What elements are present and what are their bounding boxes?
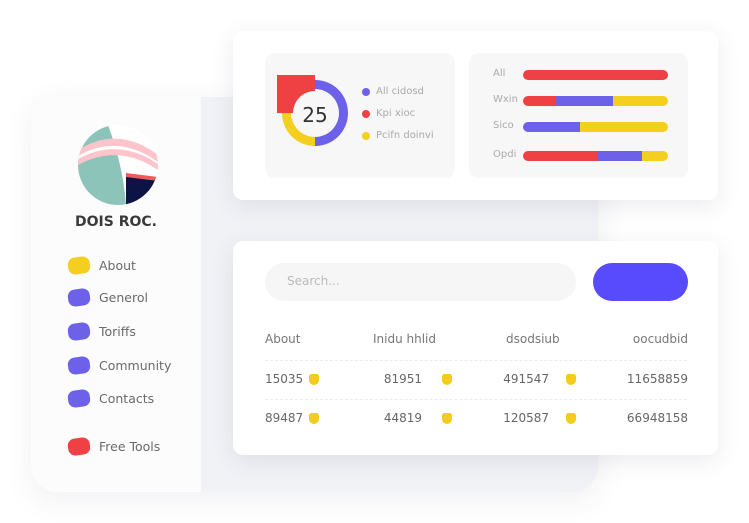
legend-dot-icon [362,131,370,140]
table-cell: 15035 [265,372,304,386]
bar-label: Wxin [493,94,518,105]
avatar [78,125,158,205]
legend-label: Pcifn doinvi [376,130,434,141]
donut-slice [315,80,348,146]
legend-label: Kpi xioc [376,108,416,119]
blob-icon [66,355,92,376]
bar-segment [523,70,668,80]
shield-icon [442,413,452,424]
bar-segment [579,122,668,132]
sidebar: DOIS ROC. About Generol Toriffs Community Co… [31,97,201,492]
stacked-bar [523,70,668,80]
table-cell: 491547 [503,372,549,386]
sidebar-item-label: Free Tools [99,439,161,454]
sidebar-item-community[interactable]: Community [66,355,172,376]
donut-chart [277,75,348,146]
sidebar-item-toriffs[interactable]: Toriffs [66,321,136,342]
shield-icon [309,413,319,424]
legend-item: Pcifn doinvi [362,130,434,141]
column-header[interactable]: About [265,332,301,346]
column-header[interactable]: oocudbid [632,332,688,346]
blob-icon [66,388,92,409]
table-cell: 66948158 [626,411,688,425]
table-cell: 44819 [383,411,422,425]
sidebar-item-contacts[interactable]: Contacts [66,388,155,409]
bar-label: Opdi [493,149,517,160]
blob-icon [66,287,92,308]
bar-label: Sico [493,120,514,131]
bar-segment [556,96,613,106]
stats-card: 25 All cidosd Kpi xioc Pcifn doinvi All Wxi… [233,31,718,200]
bar-segment [523,151,599,161]
table-cell: 89487 [265,411,304,425]
brand-name: DOIS ROC. [75,214,157,230]
sidebar-item-label: Community [99,358,172,373]
bar-segment [523,96,557,106]
table-cell: 81951 [383,372,422,386]
stacked-bar [523,96,668,106]
bar-segment [641,151,668,161]
table-card: Search... About Inidu hhlid dsodsiub oocudb… [233,241,718,455]
action-button[interactable] [593,263,688,301]
legend-item: All cidosd [362,86,424,97]
legend-label: All cidosd [376,86,424,97]
sidebar-item-label: Contacts [99,391,155,406]
legend-dot-icon [362,109,370,118]
row-divider [265,360,687,361]
donut-panel: 25 All cidosd Kpi xioc Pcifn doinvi [265,53,455,178]
stacked-bar [523,122,668,132]
legend-dot-icon [362,87,370,96]
bar-segment [523,122,580,132]
sidebar-item-generol[interactable]: Generol [66,287,148,308]
column-header[interactable]: Inidu hhlid [373,332,437,346]
blob-icon [66,321,92,342]
shield-icon [442,374,452,385]
shield-icon [566,413,576,424]
sidebar-item-about[interactable]: About [66,255,136,276]
donut-slice [282,113,315,146]
sidebar-item-free-tools[interactable]: Free Tools [66,436,161,457]
bar-label: All [493,68,506,79]
stacked-bar [523,151,668,161]
sidebar-item-label: About [99,258,136,273]
blob-icon [66,255,92,276]
bar-segment [612,96,668,106]
sidebar-item-label: Toriffs [99,324,136,339]
column-header[interactable]: dsodsiub [506,332,560,346]
donut-slice [277,75,315,113]
legend-item: Kpi xioc [362,108,415,119]
donut-value: 25 [302,103,328,127]
shield-icon [566,374,576,385]
bar-segment [598,151,642,161]
table-cell: 120587 [503,411,549,425]
row-divider [265,399,687,400]
sidebar-item-label: Generol [99,290,148,305]
blob-icon [66,436,92,457]
bars-panel: All Wxin Sico Opdi [469,53,688,178]
table-cell: 11658859 [626,372,688,386]
search-input[interactable]: Search... [265,263,576,301]
shield-icon [309,374,319,385]
